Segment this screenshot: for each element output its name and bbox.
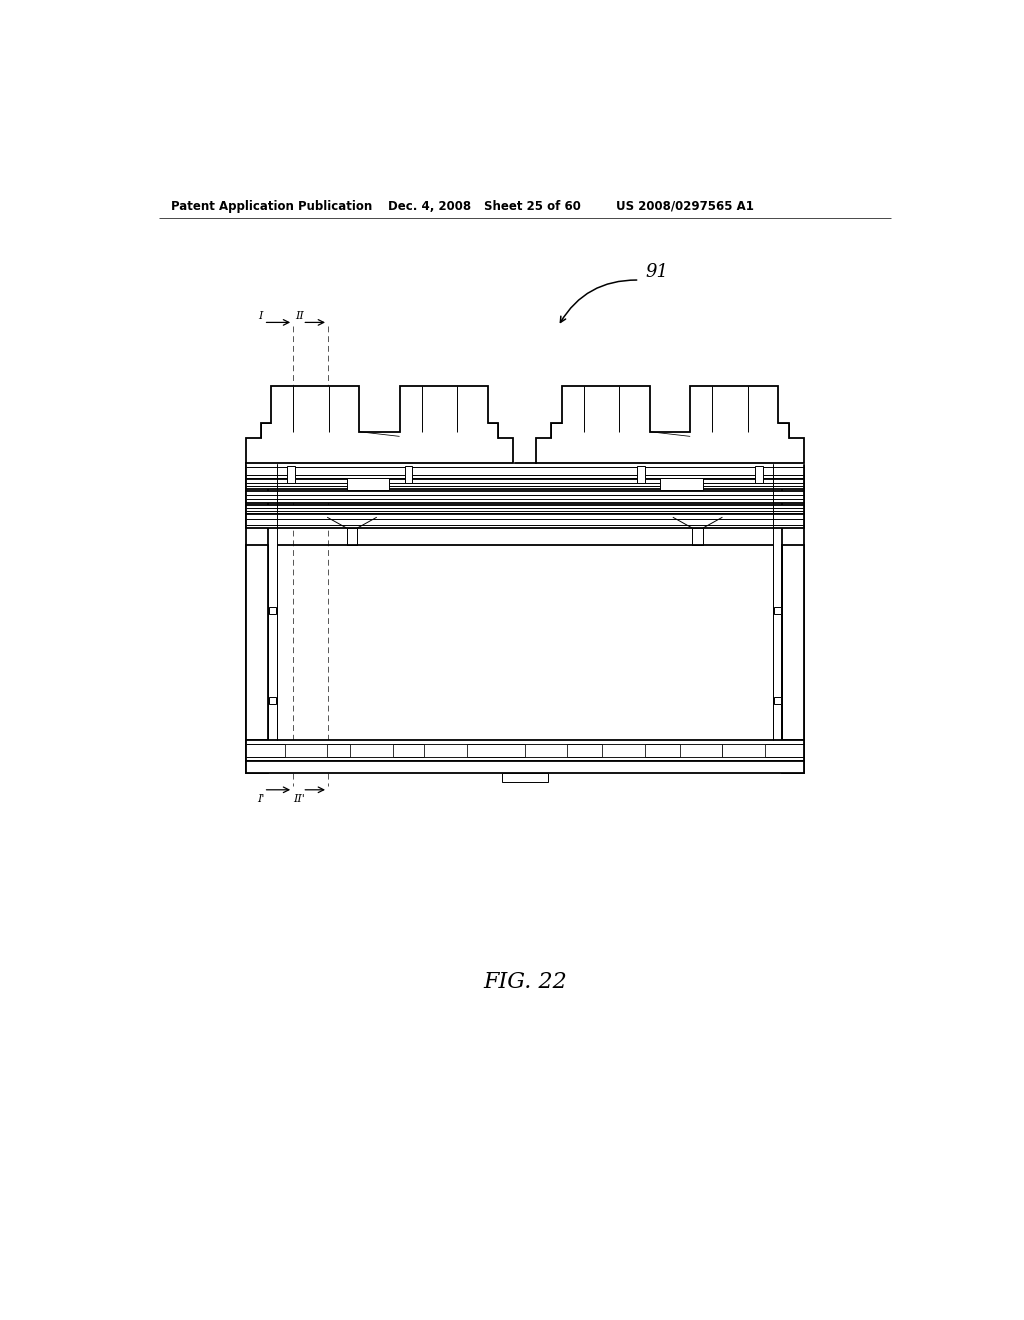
Bar [285, 744, 328, 756]
Bar [660, 478, 703, 490]
Text: Dec. 4, 2008: Dec. 4, 2008 [388, 199, 471, 213]
Bar [246, 739, 804, 762]
Text: II': II' [294, 795, 305, 804]
Bar [524, 744, 567, 756]
Text: I: I [258, 312, 263, 321]
Bar [269, 607, 276, 614]
Bar [346, 478, 389, 490]
Bar [246, 506, 804, 515]
Polygon shape [537, 385, 804, 462]
Bar [404, 466, 413, 483]
Bar [692, 528, 703, 545]
Text: US 2008/0297565 A1: US 2008/0297565 A1 [616, 199, 754, 213]
Bar [502, 774, 548, 781]
Text: 91: 91 [646, 264, 669, 281]
Bar [246, 462, 804, 479]
Text: I': I' [257, 795, 264, 804]
Text: II: II [295, 312, 304, 321]
Bar [246, 515, 804, 528]
Bar [246, 545, 267, 739]
Bar [269, 697, 276, 704]
Bar [246, 462, 267, 774]
Bar [773, 607, 780, 614]
Bar [680, 744, 722, 756]
Bar [755, 466, 763, 483]
Bar [246, 491, 804, 503]
Bar [722, 744, 765, 756]
Bar [246, 762, 804, 774]
Bar [782, 462, 804, 774]
Polygon shape [246, 385, 513, 462]
Text: Patent Application Publication: Patent Application Publication [171, 199, 372, 213]
Bar [782, 545, 804, 739]
Text: Sheet 25 of 60: Sheet 25 of 60 [484, 199, 582, 213]
Bar [287, 466, 295, 483]
Bar [602, 744, 645, 756]
Bar [424, 744, 467, 756]
Bar [346, 528, 357, 545]
Bar [350, 744, 393, 756]
Bar [246, 479, 804, 488]
Text: FIG. 22: FIG. 22 [483, 970, 566, 993]
Bar [773, 697, 780, 704]
Bar [637, 466, 645, 483]
